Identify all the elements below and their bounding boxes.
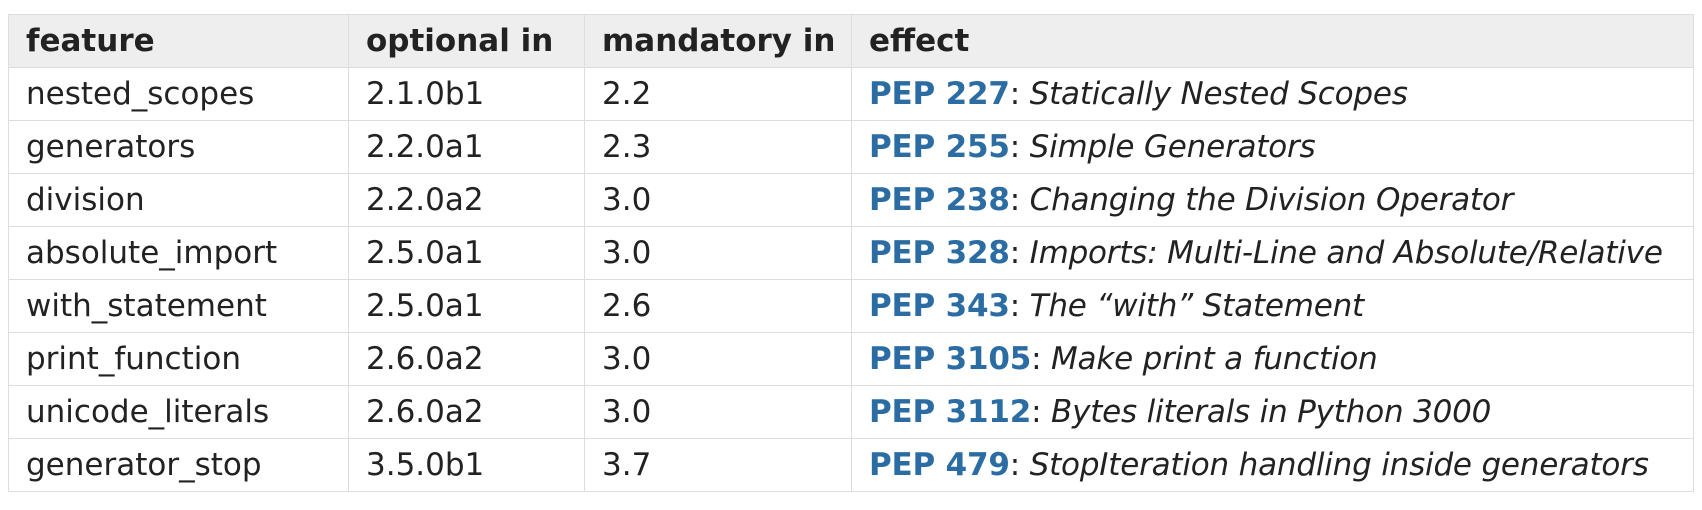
mandatory-in-cell: 3.0 <box>584 226 852 280</box>
mandatory-in-cell: 2.6 <box>584 279 852 333</box>
pep-title: Statically Nested Scopes <box>1029 76 1408 112</box>
future-features-table: feature optional in mandatory in effect … <box>8 14 1694 492</box>
separator: : <box>1009 182 1020 218</box>
effect-cell: PEP 328: Imports: Multi-Line and Absolut… <box>851 226 1694 280</box>
pep-link[interactable]: PEP 238 <box>869 182 1010 218</box>
effect-cell: PEP 238: Changing the Division Operator <box>851 173 1694 227</box>
optional-in-cell: 2.2.0a2 <box>348 173 585 227</box>
optional-in-cell: 2.6.0a2 <box>348 332 585 386</box>
optional-in-cell: 2.6.0a2 <box>348 385 585 439</box>
pep-link[interactable]: PEP 3105 <box>869 341 1032 377</box>
table-row: absolute_import 2.5.0a1 3.0 PEP 328: Imp… <box>8 226 1694 280</box>
column-header-effect: effect <box>851 14 1694 68</box>
effect-cell: PEP 3112: Bytes literals in Python 3000 <box>851 385 1694 439</box>
effect-cell: PEP 343: The “with” Statement <box>851 279 1694 333</box>
feature-cell: with_statement <box>8 279 349 333</box>
effect-cell: PEP 479: StopIteration handling inside g… <box>851 438 1694 492</box>
separator: : <box>1009 288 1020 324</box>
effect-cell: PEP 255: Simple Generators <box>851 120 1694 174</box>
table-row: with_statement 2.5.0a1 2.6 PEP 343: The … <box>8 279 1694 333</box>
optional-in-cell: 2.5.0a1 <box>348 226 585 280</box>
optional-in-cell: 2.1.0b1 <box>348 67 585 121</box>
pep-link[interactable]: PEP 479 <box>869 447 1010 483</box>
optional-in-cell: 2.5.0a1 <box>348 279 585 333</box>
pep-title: Imports: Multi-Line and Absolute/Relativ… <box>1029 235 1663 271</box>
pep-link[interactable]: PEP 343 <box>869 288 1010 324</box>
feature-cell: print_function <box>8 332 349 386</box>
table-row: generator_stop 3.5.0b1 3.7 PEP 479: Stop… <box>8 438 1694 492</box>
table-row: nested_scopes 2.1.0b1 2.2 PEP 227: Stati… <box>8 67 1694 121</box>
pep-link[interactable]: PEP 3112 <box>869 394 1032 430</box>
pep-link[interactable]: PEP 227 <box>869 76 1010 112</box>
feature-cell: absolute_import <box>8 226 349 280</box>
feature-cell: unicode_literals <box>8 385 349 439</box>
pep-link[interactable]: PEP 255 <box>869 129 1010 165</box>
pep-link[interactable]: PEP 328 <box>869 235 1010 271</box>
feature-cell: generators <box>8 120 349 174</box>
mandatory-in-cell: 2.2 <box>584 67 852 121</box>
pep-title: Simple Generators <box>1029 129 1316 165</box>
mandatory-in-cell: 3.0 <box>584 173 852 227</box>
mandatory-in-cell: 3.0 <box>584 332 852 386</box>
feature-cell: division <box>8 173 349 227</box>
column-header-feature: feature <box>8 14 349 68</box>
feature-cell: generator_stop <box>8 438 349 492</box>
optional-in-cell: 2.2.0a1 <box>348 120 585 174</box>
table-row: generators 2.2.0a1 2.3 PEP 255: Simple G… <box>8 120 1694 174</box>
effect-cell: PEP 3105: Make print a function <box>851 332 1694 386</box>
separator: : <box>1009 235 1020 271</box>
separator: : <box>1009 447 1020 483</box>
separator: : <box>1031 394 1042 430</box>
mandatory-in-cell: 3.7 <box>584 438 852 492</box>
pep-title: Make print a function <box>1051 341 1378 377</box>
pep-title: Bytes literals in Python 3000 <box>1051 394 1492 430</box>
separator: : <box>1009 129 1020 165</box>
column-header-optional-in: optional in <box>348 14 585 68</box>
separator: : <box>1009 76 1020 112</box>
table-row: print_function 2.6.0a2 3.0 PEP 3105: Mak… <box>8 332 1694 386</box>
pep-title: The “with” Statement <box>1029 288 1365 324</box>
effect-cell: PEP 227: Statically Nested Scopes <box>851 67 1694 121</box>
separator: : <box>1031 341 1042 377</box>
optional-in-cell: 3.5.0b1 <box>348 438 585 492</box>
mandatory-in-cell: 2.3 <box>584 120 852 174</box>
table-header-row: feature optional in mandatory in effect <box>8 14 1694 68</box>
table-row: division 2.2.0a2 3.0 PEP 238: Changing t… <box>8 173 1694 227</box>
pep-title: StopIteration handling inside generators <box>1029 447 1649 483</box>
pep-title: Changing the Division Operator <box>1029 182 1514 218</box>
mandatory-in-cell: 3.0 <box>584 385 852 439</box>
feature-cell: nested_scopes <box>8 67 349 121</box>
future-features-table-container: feature optional in mandatory in effect … <box>8 14 1694 492</box>
column-header-mandatory-in: mandatory in <box>584 14 852 68</box>
table-row: unicode_literals 2.6.0a2 3.0 PEP 3112: B… <box>8 385 1694 439</box>
